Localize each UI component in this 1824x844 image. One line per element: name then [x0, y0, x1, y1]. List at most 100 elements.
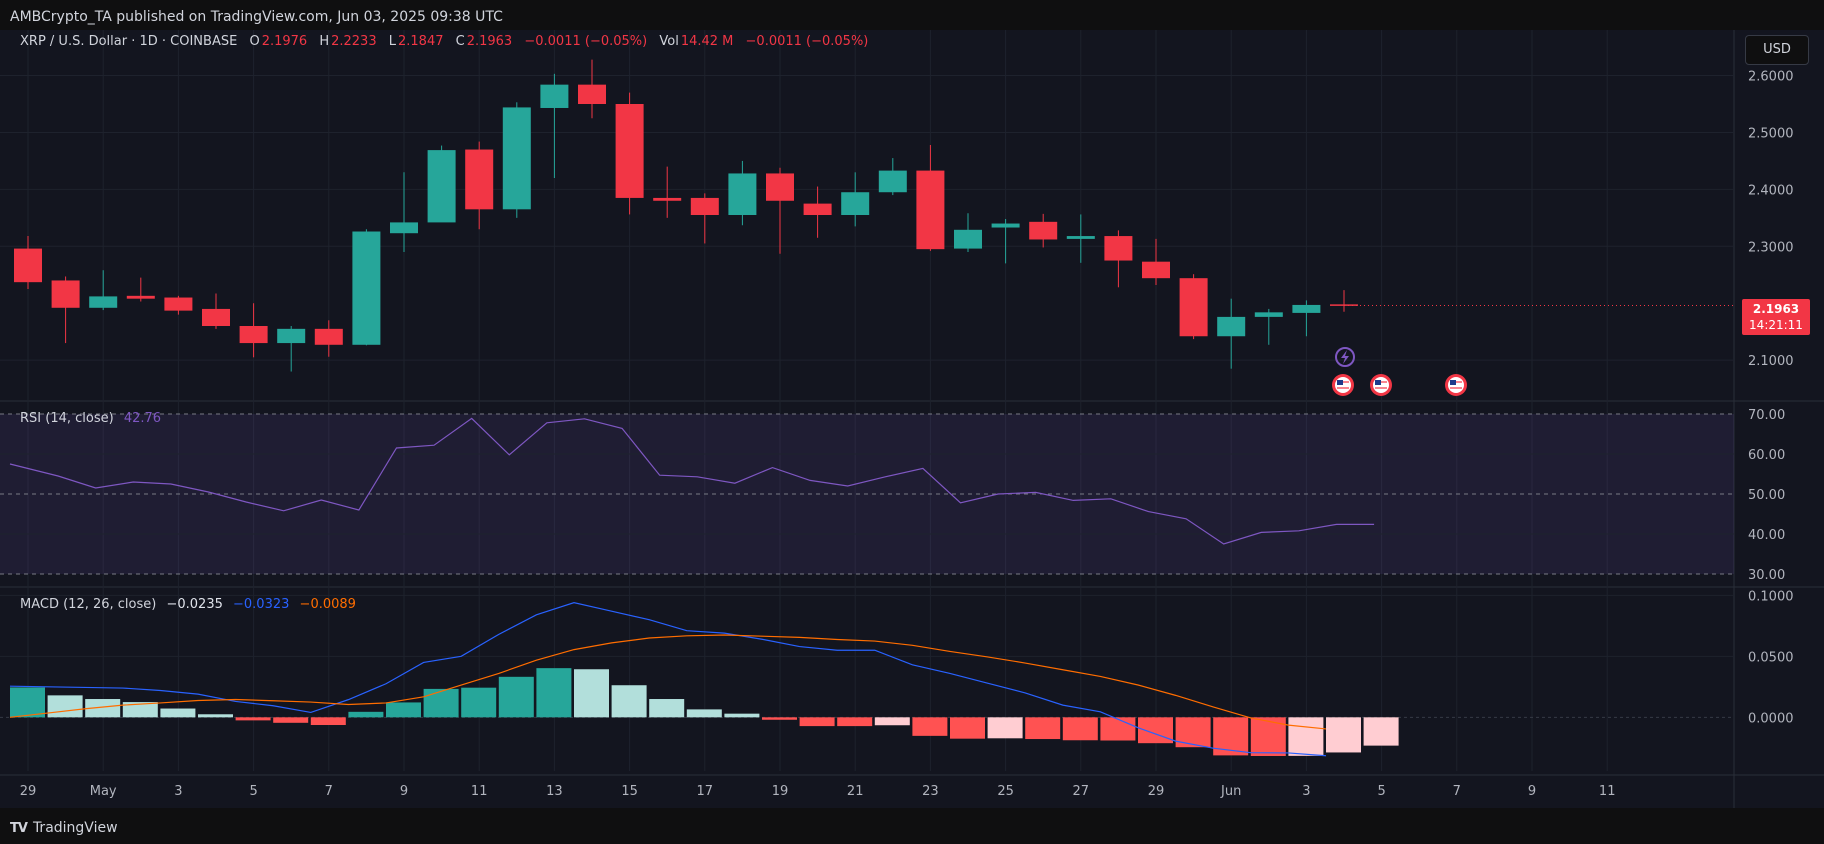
macd-histogram-bar — [912, 717, 948, 736]
candle-body — [1104, 236, 1133, 261]
time-tick-label: 21 — [847, 784, 864, 799]
rsi-label[interactable]: RSI (14, close) — [20, 411, 114, 426]
open-value: 2.1976 — [261, 34, 308, 49]
macd-histogram-bar — [310, 717, 346, 726]
time-tick-label: May — [90, 784, 117, 799]
price-change: −0.0011 (−0.05%) — [524, 34, 648, 49]
candle-body — [578, 84, 606, 104]
last-price-tag: 2.1963 14:21:11 — [1742, 299, 1810, 335]
lightning-event-icon[interactable] — [1335, 347, 1355, 367]
candle-body — [1217, 316, 1246, 337]
time-tick-label: 15 — [621, 784, 638, 799]
candle-body — [841, 192, 870, 215]
macd-tick-label: 0.0500 — [1748, 650, 1794, 665]
candle-body — [1292, 304, 1321, 313]
macd-histogram-bar — [198, 714, 233, 718]
macd-histogram-bar — [1213, 717, 1249, 756]
macd-histogram-bar — [10, 687, 45, 718]
last-price-value: 2.1963 — [1752, 302, 1800, 316]
candle-body — [766, 173, 794, 201]
axis-layer: 29 May 3 5 7 9 11 13 15 17 19 21 23 25 27 29 Jun 3 5 7 9 11 2.… — [20, 70, 1794, 799]
macd-histogram-bar — [1175, 717, 1211, 748]
macd-legend: MACD (12, 26, close) −0.0235 −0.0323 −0.… — [20, 597, 358, 612]
price-tick-label: 2.6000 — [1748, 70, 1794, 85]
time-tick-label: 17 — [697, 784, 714, 799]
time-tick-label: 11 — [471, 784, 488, 799]
macd-histogram-bar — [762, 717, 797, 720]
candle-body — [991, 223, 1020, 228]
candle-body — [878, 170, 907, 193]
macd-histogram-bar — [574, 669, 609, 718]
macd-histogram-bar — [47, 695, 83, 718]
macd-histogram-bar — [987, 717, 1023, 739]
time-tick-label: 7 — [1453, 784, 1461, 799]
time-tick-label: 23 — [922, 784, 939, 799]
candle-body — [1179, 278, 1208, 337]
volume-change: −0.0011 (−0.05%) — [745, 34, 869, 49]
chart-frame[interactable]: 29 May 3 5 7 9 11 13 15 17 19 21 23 25 27 29 Jun 3 5 7 9 11 2.… — [0, 30, 1824, 808]
us-flag-event-icon[interactable] — [1445, 374, 1467, 396]
time-tick-label: 25 — [997, 784, 1014, 799]
macd-histogram-bar — [386, 702, 421, 718]
price-tick-label: 2.4000 — [1748, 183, 1794, 198]
candle-body — [1142, 261, 1170, 279]
rsi-layer — [0, 413, 1734, 575]
candle-body — [653, 197, 682, 201]
time-tick-label: 29 — [1148, 784, 1165, 799]
events-layer — [1332, 347, 1467, 396]
macd-histogram-bar — [1100, 717, 1136, 741]
symbol-label[interactable]: XRP / U.S. Dollar · 1D · COINBASE — [20, 34, 238, 49]
tradingview-brand[interactable]: TradingView — [32, 820, 118, 836]
macd-tick-label: 0.0000 — [1748, 711, 1794, 726]
candle-body — [728, 173, 757, 215]
candle-body — [352, 231, 381, 345]
published-header: AMBCrypto_TA published on TradingView.co… — [10, 9, 503, 25]
volume-label: Vol — [659, 34, 679, 49]
macd-histogram-bar — [799, 717, 835, 727]
macd-histogram-bar — [498, 676, 534, 718]
macd-signal-value: −0.0323 — [233, 597, 290, 612]
rsi-tick-label: 40.00 — [1748, 528, 1785, 543]
macd-histogram-bar — [273, 717, 309, 723]
macd-histogram-bar — [649, 699, 685, 718]
macd-histogram-bar — [874, 717, 910, 726]
candle-body — [14, 248, 42, 283]
candle-body — [89, 296, 118, 308]
low-label: L — [388, 34, 396, 49]
rsi-tick-label: 70.00 — [1748, 408, 1785, 423]
macd-histogram-bar — [1288, 717, 1324, 756]
candle-body — [540, 84, 569, 108]
candle-body — [277, 328, 306, 344]
time-tick-label: 3 — [1302, 784, 1310, 799]
currency-button[interactable]: USD — [1745, 35, 1809, 65]
us-flag-event-icon[interactable] — [1370, 374, 1392, 396]
chart-canvas[interactable]: 29 May 3 5 7 9 11 13 15 17 19 21 23 25 27 29 Jun 3 5 7 9 11 2.… — [0, 30, 1824, 808]
candle-body — [427, 150, 456, 223]
macd-histogram-bar — [235, 717, 271, 721]
macd-histogram-bar — [611, 685, 647, 718]
price-legend: XRP / U.S. Dollar · 1D · COINBASE O 2.197… — [20, 34, 870, 49]
rsi-line — [9, 417, 1375, 545]
time-tick-label: 3 — [174, 784, 182, 799]
candle-body — [502, 107, 531, 210]
footer: TV TradingView — [10, 818, 118, 838]
time-tick-label: 29 — [20, 784, 37, 799]
rsi-legend: RSI (14, close) 42.76 — [20, 411, 163, 426]
rsi-value: 42.76 — [123, 411, 162, 426]
macd-histogram-bar — [461, 687, 497, 718]
macd-histogram-bar — [85, 699, 121, 718]
macd-histogram-bar — [423, 688, 459, 718]
macd-histogram-bar — [536, 668, 572, 718]
candle-body — [126, 295, 155, 299]
macd-label[interactable]: MACD (12, 26, close) — [20, 597, 157, 612]
time-tick-label: 7 — [325, 784, 333, 799]
macd-histogram-bar — [160, 708, 196, 718]
candle-body — [51, 280, 80, 308]
candle-body — [465, 149, 494, 210]
us-flag-event-icon[interactable] — [1332, 374, 1354, 396]
candle-body — [202, 308, 230, 326]
high-label: H — [319, 34, 330, 49]
candle-body — [916, 170, 945, 250]
low-value: 2.1847 — [398, 34, 444, 49]
macd-value: −0.0235 — [166, 597, 223, 612]
